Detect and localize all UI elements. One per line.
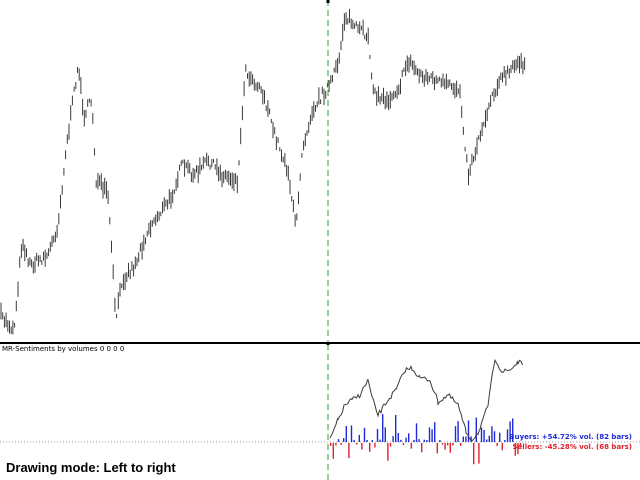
volume-bar-6	[345, 426, 347, 442]
volume-bar-62	[491, 426, 493, 442]
volume-bar-35	[421, 443, 423, 453]
volume-bar-59	[483, 430, 485, 442]
volume-bar-58	[480, 427, 483, 442]
price-chart[interactable]	[0, 0, 640, 342]
volume-bar-3	[337, 439, 340, 442]
volume-bar-54	[470, 436, 472, 442]
sellers-legend: Sellers: -45.28% vol. (68 bars)	[512, 443, 633, 451]
volume-bar-70	[512, 418, 514, 442]
volume-bar-72	[517, 443, 519, 455]
volume-bar-0	[330, 443, 332, 446]
volume-bar-39	[431, 429, 433, 442]
volume-bar-49	[457, 421, 459, 442]
volume-bar-19	[379, 439, 381, 442]
drawing-mode-label: Drawing mode: Left to right	[6, 460, 176, 475]
volume-histogram	[330, 414, 522, 465]
volume-bar-33	[415, 423, 418, 442]
volume-bar-48	[454, 426, 457, 442]
volume-bar-18	[376, 429, 379, 442]
volume-bar-50	[460, 443, 462, 446]
indicator-panel[interactable]	[0, 344, 640, 480]
volume-bar-21	[384, 427, 386, 442]
volume-bar-11	[358, 434, 360, 442]
volume-bar-30	[408, 433, 410, 442]
volume-bar-45	[447, 443, 449, 446]
volume-bar-42	[439, 440, 441, 442]
volume-bar-5	[343, 438, 345, 442]
volume-bar-40	[434, 422, 436, 442]
volume-bar-32	[413, 440, 415, 442]
volume-bar-24	[392, 436, 394, 442]
volume-bar-52	[465, 436, 467, 442]
volume-bar-67	[504, 440, 506, 442]
volume-bar-28	[402, 443, 405, 446]
volume-bar-23	[389, 443, 392, 447]
volume-bar-13	[363, 427, 366, 442]
volume-bar-69	[509, 421, 511, 442]
volume-bar-73	[519, 443, 522, 448]
volume-bar-15	[369, 443, 371, 452]
volume-bar-26	[397, 433, 399, 442]
volume-bar-2	[335, 443, 337, 446]
volume-bar-7	[348, 443, 350, 459]
cursor-bottom-marker	[326, 344, 330, 345]
volume-bar-55	[473, 443, 475, 465]
volume-bar-43	[441, 443, 444, 445]
volume-bar-65	[499, 432, 501, 442]
volume-bar-12	[361, 443, 363, 450]
volume-bar-22	[387, 443, 389, 461]
volume-bar-14	[366, 440, 368, 442]
volume-bar-10	[356, 443, 358, 445]
volume-bar-29	[405, 437, 407, 442]
sentiment-line	[329, 358, 523, 442]
volume-bar-4	[340, 443, 342, 445]
price-bars	[0, 8, 526, 335]
volume-bar-1	[332, 443, 334, 459]
volume-bar-41	[436, 443, 438, 454]
cursor-top-marker	[326, 0, 330, 3]
volume-bar-46	[449, 443, 451, 453]
volume-bar-71	[514, 443, 516, 456]
volume-bar-63	[493, 431, 496, 442]
volume-bar-8	[350, 425, 353, 442]
buyers-legend: Buyers: +54.72% vol. (82 bars)	[509, 433, 632, 441]
volume-bar-9	[353, 439, 355, 442]
volume-bar-44	[444, 443, 446, 450]
volume-bar-36	[423, 439, 425, 442]
volume-bar-61	[488, 435, 490, 442]
volume-bar-37	[426, 440, 428, 442]
volume-bar-64	[496, 443, 498, 446]
volume-bar-34	[418, 439, 420, 442]
volume-bar-20	[382, 414, 384, 442]
volume-bar-17	[374, 443, 376, 448]
volume-bar-38	[428, 427, 431, 442]
indicator-title: MR-Sentiments by volumes 0 0 0 0	[2, 345, 125, 353]
volume-bar-16	[371, 439, 373, 442]
volume-bar-31	[410, 443, 412, 449]
volume-bar-66	[501, 443, 503, 451]
volume-bar-56	[475, 417, 477, 442]
volume-bar-57	[478, 443, 480, 464]
volume-bar-51	[462, 436, 464, 442]
volume-bar-68	[506, 429, 509, 442]
panel-separator[interactable]	[0, 342, 640, 344]
volume-bar-60	[486, 439, 488, 442]
volume-bar-53	[467, 420, 470, 442]
volume-bar-27	[400, 439, 402, 442]
volume-bar-25	[395, 414, 397, 442]
volume-bar-47	[452, 443, 454, 446]
